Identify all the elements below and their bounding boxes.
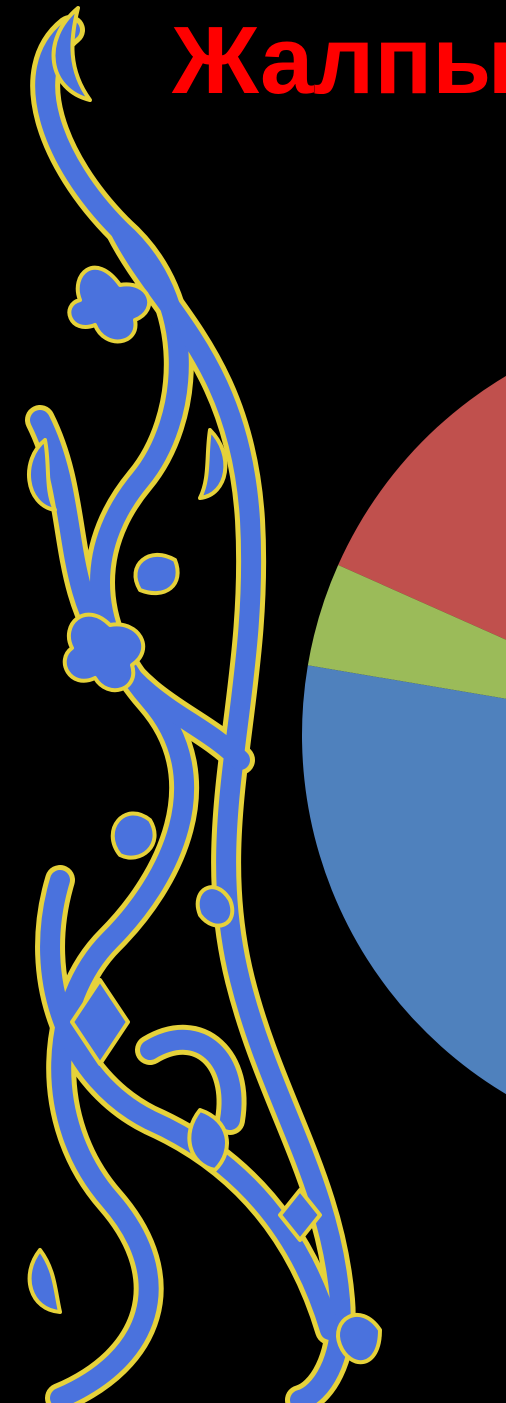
page-title: Жалпы [172, 7, 506, 114]
pie-slice-1 [338, 376, 506, 640]
pie-slice-2 [302, 665, 506, 1094]
pie-slice-3 [307, 564, 506, 699]
